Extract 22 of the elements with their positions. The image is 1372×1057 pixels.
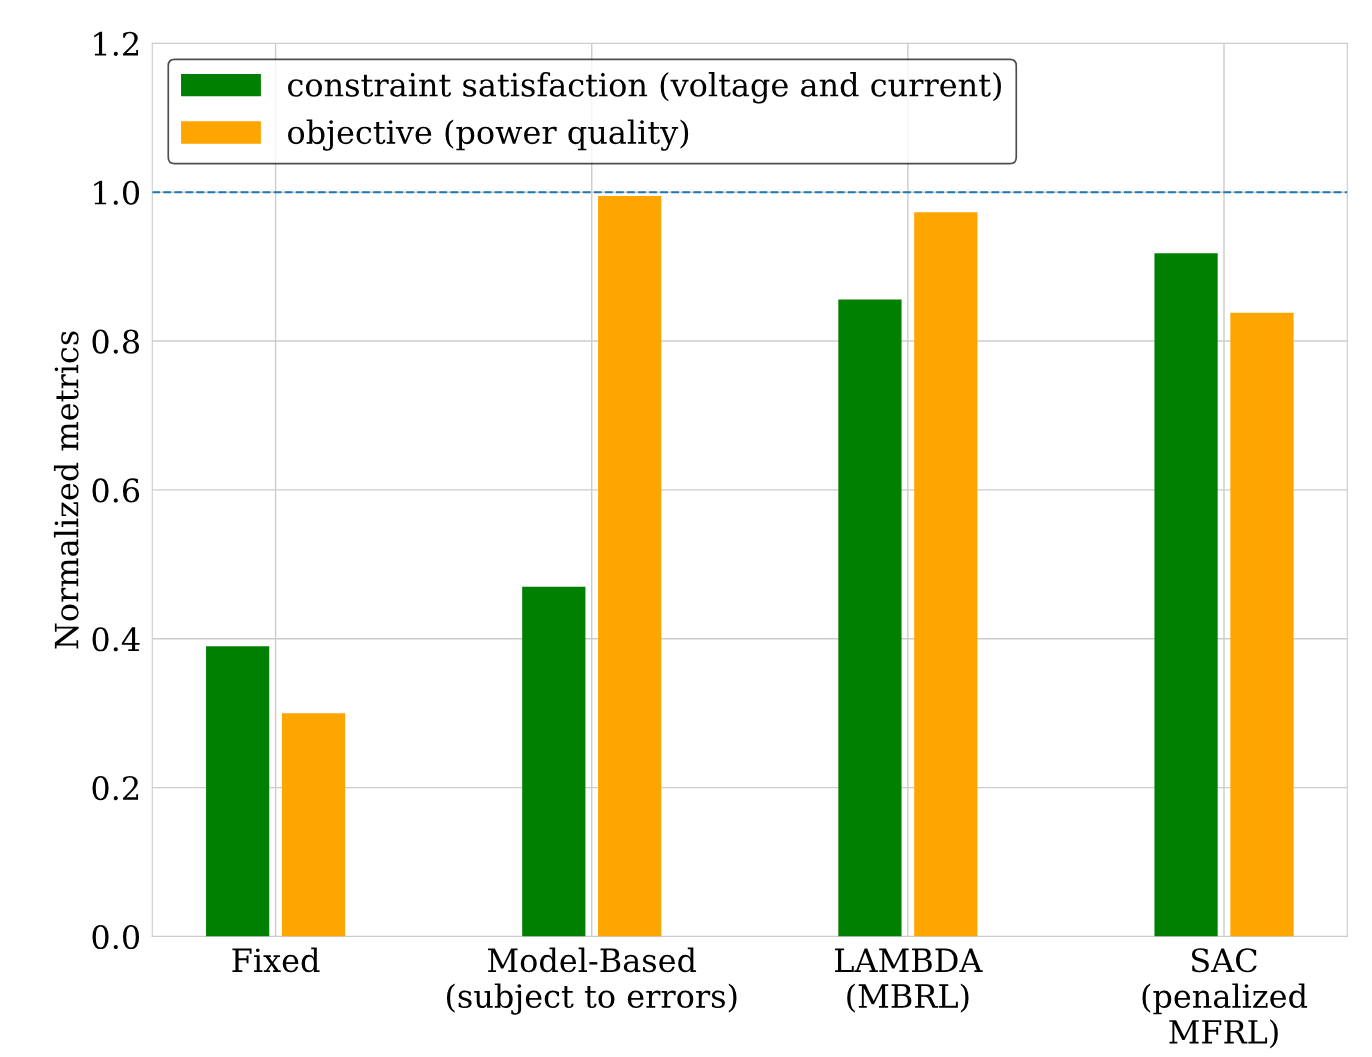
x-tick-label: Fixed xyxy=(232,947,320,973)
bar xyxy=(1154,253,1218,937)
bar xyxy=(914,212,978,937)
bar xyxy=(1230,312,1294,937)
y-axis-title: Normalized metrics xyxy=(53,331,79,649)
y-tick-label: 1.2 xyxy=(94,31,139,56)
y-tick-label: 0.0 xyxy=(92,924,140,950)
bar xyxy=(281,713,346,937)
bar xyxy=(598,195,662,937)
y-tick-label: 0.8 xyxy=(92,329,140,354)
bar xyxy=(838,299,902,937)
legend-label: constraint satisfaction (voltage and current) xyxy=(288,72,1001,104)
bar xyxy=(206,646,270,937)
bar xyxy=(522,586,586,937)
y-tick-label: 0.6 xyxy=(92,478,140,503)
y-tick-label: 0.4 xyxy=(92,627,140,652)
y-tick-label: 1.0 xyxy=(94,180,140,205)
x-tick-label: Model-Based (subject to errors) xyxy=(446,947,737,1015)
x-tick-label: SAC (penalized MFRL) xyxy=(1142,948,1308,1049)
x-tick-label: LAMBDA (MBRL) xyxy=(835,948,983,1013)
y-tick-label: 0.2 xyxy=(92,776,139,801)
legend-label: objective (power quality) xyxy=(288,119,689,151)
